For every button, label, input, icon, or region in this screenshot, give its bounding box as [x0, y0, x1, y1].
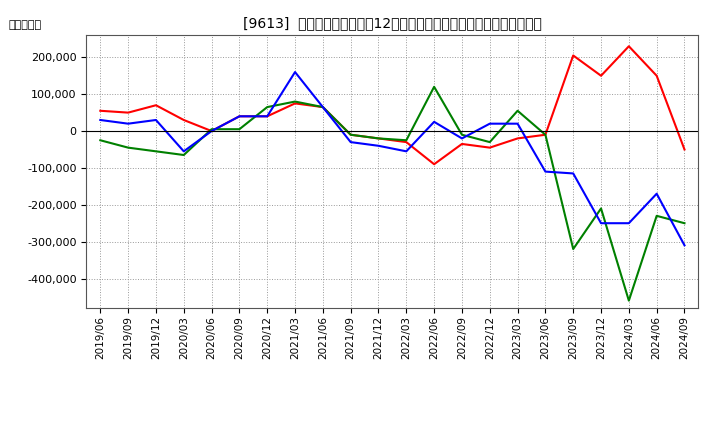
Line: 営業CF: 営業CF — [100, 46, 685, 164]
フリーCF — [652, 191, 661, 196]
営業CF — [624, 44, 633, 49]
営業CF — [124, 110, 132, 115]
フリーCF — [430, 119, 438, 125]
営業CF — [179, 117, 188, 123]
投資CF — [485, 139, 494, 145]
投資CF — [402, 138, 410, 143]
フリーCF — [318, 104, 327, 110]
投資CF — [569, 246, 577, 252]
Y-axis label: （百万円）: （百万円） — [9, 20, 42, 30]
フリーCF — [235, 114, 243, 119]
Title: [9613]  キャッシュフローの12か月移動合計の対前年同期増減額の推移: [9613] キャッシュフローの12か月移動合計の対前年同期増減額の推移 — [243, 16, 542, 30]
投資CF — [541, 132, 550, 137]
フリーCF — [402, 149, 410, 154]
投資CF — [374, 136, 383, 141]
フリーCF — [124, 121, 132, 126]
フリーCF — [207, 128, 216, 134]
フリーCF — [152, 117, 161, 123]
営業CF — [458, 141, 467, 147]
投資CF — [624, 298, 633, 303]
投資CF — [235, 127, 243, 132]
営業CF — [485, 145, 494, 150]
投資CF — [513, 108, 522, 114]
フリーCF — [458, 136, 467, 141]
フリーCF — [291, 70, 300, 75]
フリーCF — [624, 220, 633, 226]
営業CF — [402, 139, 410, 145]
投資CF — [318, 104, 327, 110]
営業CF — [207, 128, 216, 134]
営業CF — [96, 108, 104, 114]
フリーCF — [96, 117, 104, 123]
営業CF — [374, 136, 383, 141]
投資CF — [652, 213, 661, 219]
投資CF — [458, 132, 467, 137]
投資CF — [179, 152, 188, 158]
投資CF — [680, 220, 689, 226]
投資CF — [124, 145, 132, 150]
フリーCF — [569, 171, 577, 176]
フリーCF — [680, 243, 689, 248]
投資CF — [263, 104, 271, 110]
営業CF — [597, 73, 606, 78]
フリーCF — [374, 143, 383, 148]
営業CF — [263, 114, 271, 119]
投資CF — [96, 138, 104, 143]
営業CF — [569, 53, 577, 58]
フリーCF — [485, 121, 494, 126]
投資CF — [430, 84, 438, 89]
営業CF — [152, 103, 161, 108]
営業CF — [318, 104, 327, 110]
投資CF — [346, 132, 355, 137]
営業CF — [680, 147, 689, 152]
フリーCF — [513, 121, 522, 126]
投資CF — [291, 99, 300, 104]
投資CF — [597, 206, 606, 211]
フリーCF — [263, 114, 271, 119]
フリーCF — [346, 139, 355, 145]
フリーCF — [597, 220, 606, 226]
営業CF — [430, 161, 438, 167]
営業CF — [346, 132, 355, 137]
営業CF — [291, 101, 300, 106]
フリーCF — [541, 169, 550, 174]
営業CF — [541, 132, 550, 137]
営業CF — [513, 136, 522, 141]
Line: フリーCF: フリーCF — [100, 72, 685, 246]
投資CF — [152, 149, 161, 154]
Line: 投資CF: 投資CF — [100, 87, 685, 301]
フリーCF — [179, 149, 188, 154]
営業CF — [652, 73, 661, 78]
営業CF — [235, 114, 243, 119]
投資CF — [207, 127, 216, 132]
